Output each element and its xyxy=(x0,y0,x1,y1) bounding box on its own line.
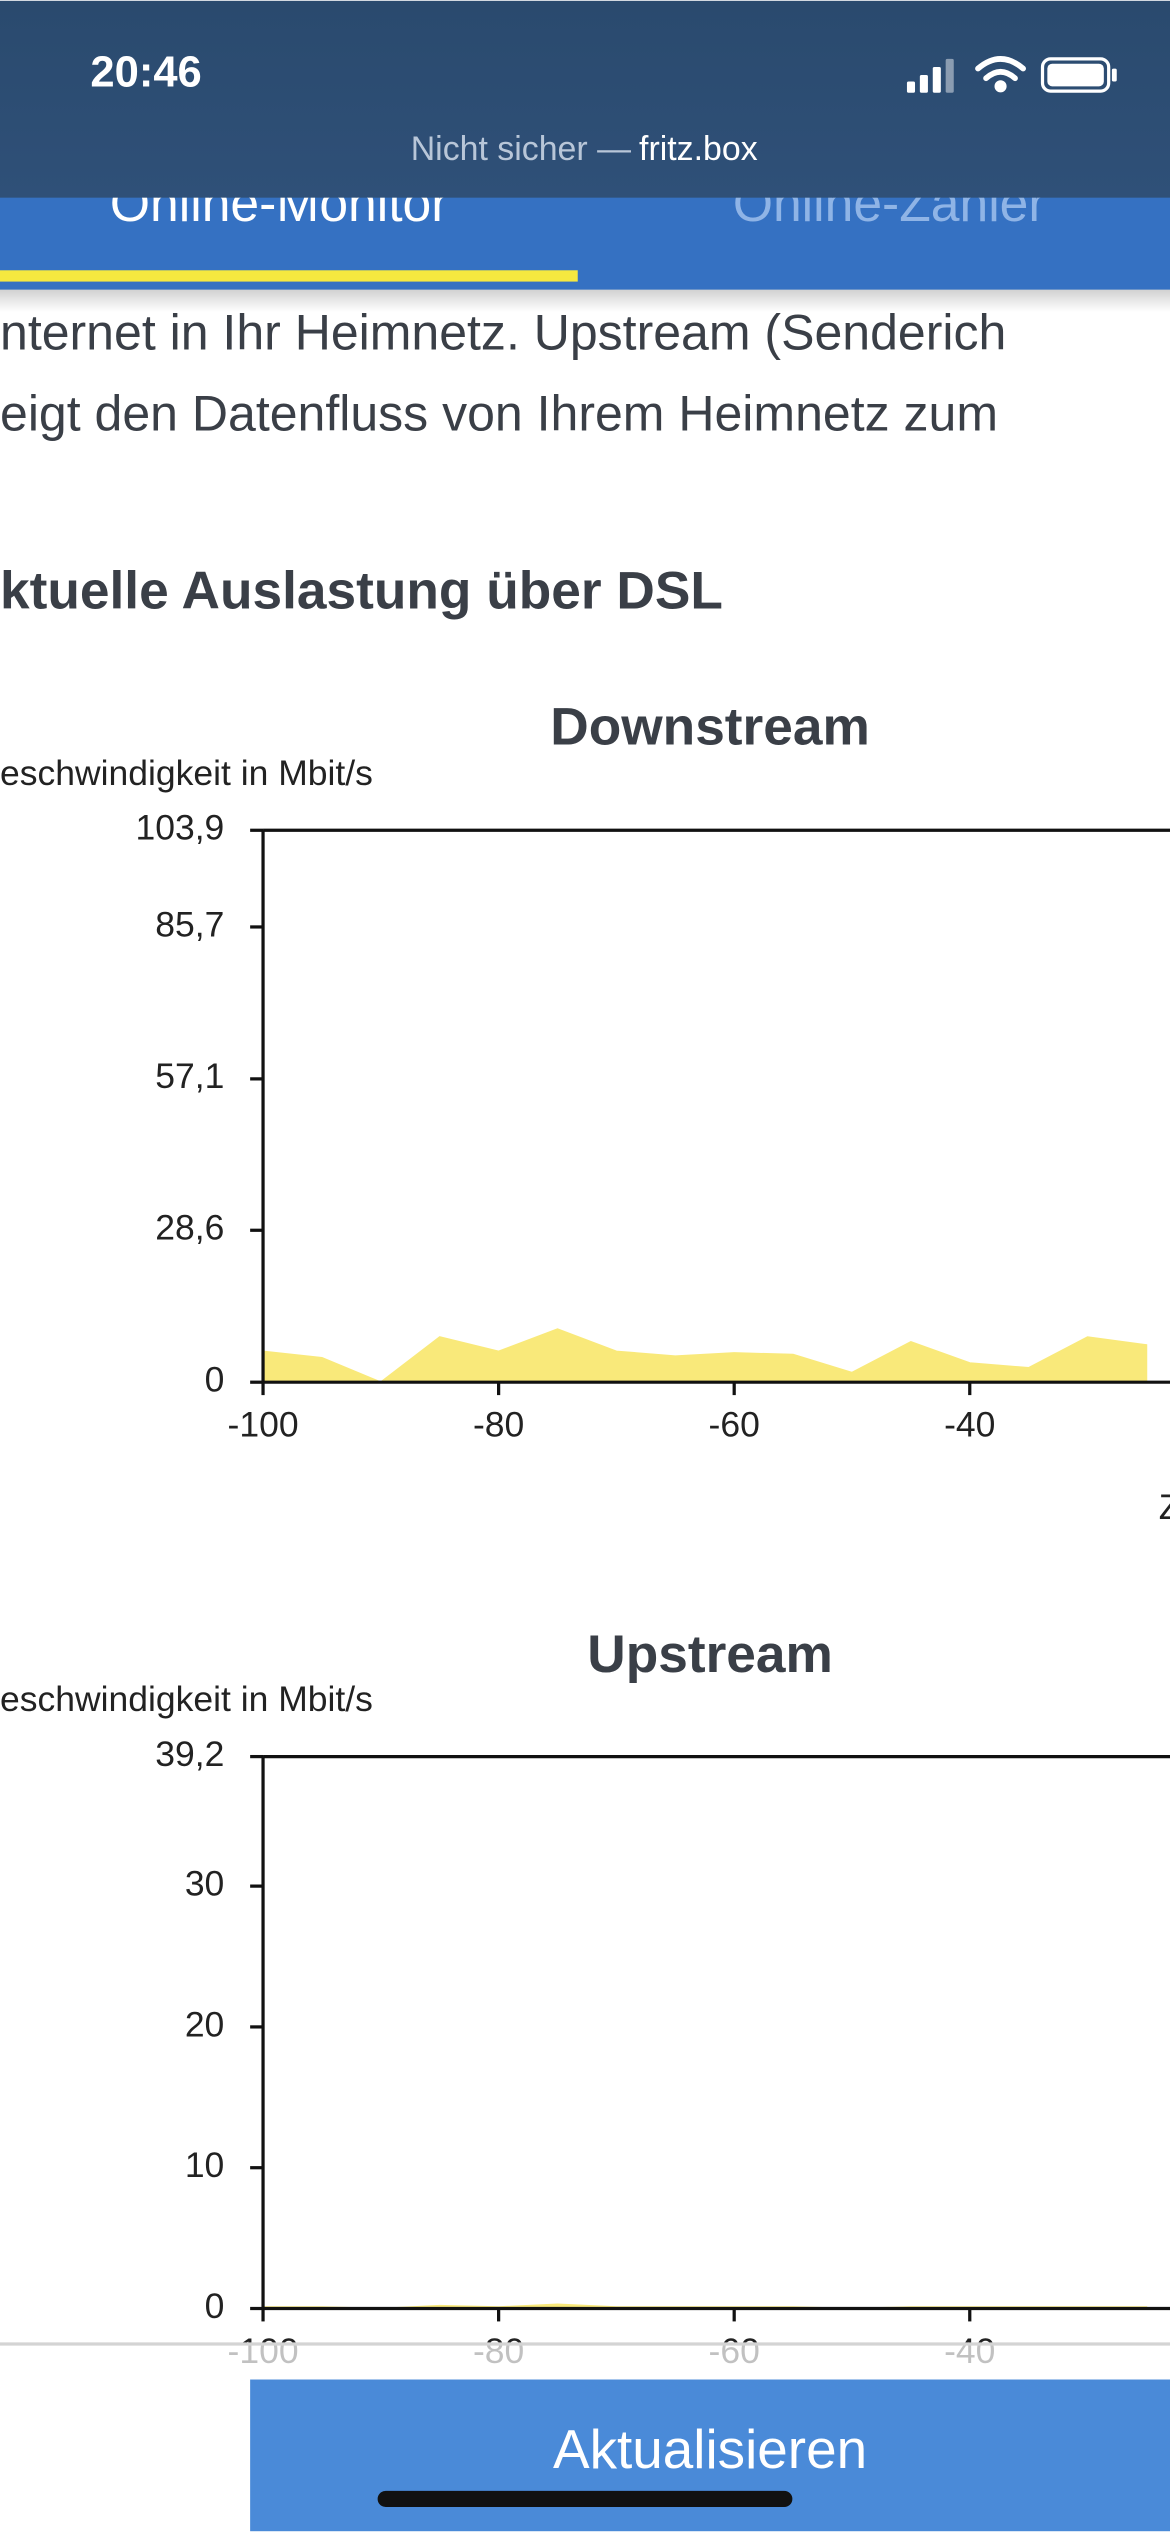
y-tick-label: 0 xyxy=(205,1360,225,1400)
y-axis-label: eschwindigkeit in Mbit/s xyxy=(0,753,373,793)
y-tick-label: 28,6 xyxy=(155,1208,224,1248)
home-indicator xyxy=(377,2490,793,2508)
url[interactable]: fritz.box xyxy=(639,130,758,168)
y-tick-label: 85,7 xyxy=(155,904,224,944)
y-tick-label: 57,1 xyxy=(155,1056,224,1096)
y-tick-label: 103,9 xyxy=(135,808,224,848)
y-tick-label: 30 xyxy=(185,1863,225,1903)
x-tick-label: -60 xyxy=(709,1405,760,1445)
chart-title: Downstream xyxy=(550,697,870,756)
wifi-icon xyxy=(975,56,1026,93)
signal-icon xyxy=(906,58,954,93)
charts: Downstream eschwindigkeit in Mbit/s Z 0 28,6… xyxy=(0,697,1170,2371)
y-tick-label: 20 xyxy=(185,2004,225,2044)
x-tick-label: -40 xyxy=(944,1405,995,1445)
tab-indicator xyxy=(0,270,578,282)
x-axis-label: Z xyxy=(1159,1487,1170,1527)
section-heading: ktuelle Auslastung über DSL xyxy=(0,562,723,621)
area xyxy=(262,1328,1148,1384)
y-tick-label: 0 xyxy=(205,2286,225,2326)
chart-title: Upstream xyxy=(587,1625,833,1684)
clock: 20:46 xyxy=(90,49,201,97)
button-label[interactable]: Aktualisieren xyxy=(553,2418,867,2480)
paragraph-line: eigt den Datenfluss von Ihrem Heimnetz z… xyxy=(0,385,998,441)
y-tick-label: 39,2 xyxy=(155,1734,224,1774)
status-bar xyxy=(0,0,1170,198)
x-tick-label: -80 xyxy=(473,1405,524,1445)
y-tick-label: 10 xyxy=(185,2145,225,2185)
paragraph-line: nternet in Ihr Heimnetz. Upstream (Sende… xyxy=(0,305,1006,361)
battery-icon xyxy=(1040,57,1117,93)
shadow xyxy=(0,289,1170,313)
security-note: Nicht sicher — xyxy=(411,130,631,168)
x-tick-label: -100 xyxy=(228,1405,299,1445)
y-axis-label: eschwindigkeit in Mbit/s xyxy=(0,1679,373,1719)
